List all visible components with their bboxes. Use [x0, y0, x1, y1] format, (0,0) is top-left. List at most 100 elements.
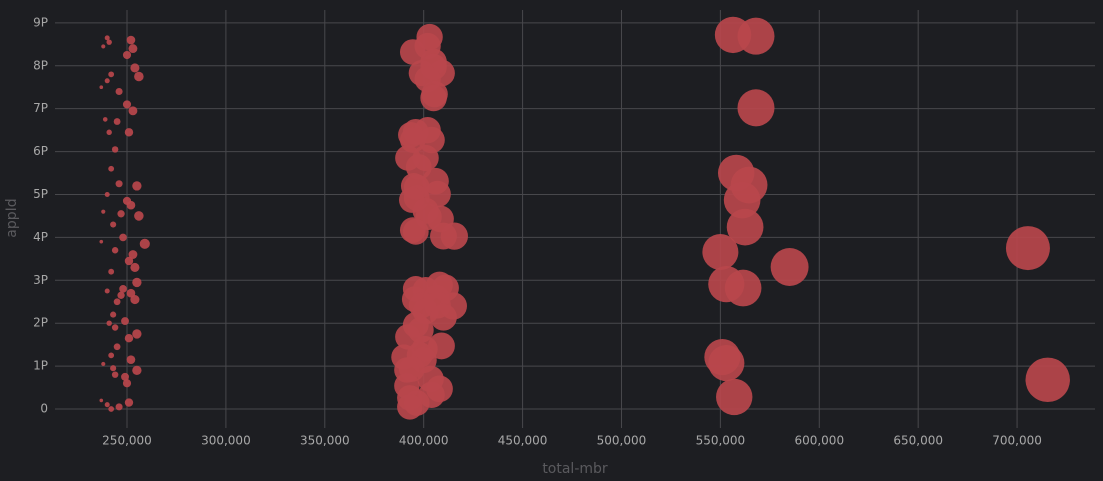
- point: [770, 248, 809, 286]
- point: [121, 372, 129, 381]
- point: [102, 117, 108, 122]
- point: [115, 180, 123, 188]
- point: [399, 39, 426, 65]
- point: [132, 277, 142, 288]
- point: [128, 44, 138, 54]
- point: [108, 406, 115, 412]
- point: [737, 17, 775, 55]
- point: [104, 35, 110, 41]
- point: [128, 250, 138, 259]
- point: [113, 118, 121, 125]
- point: [111, 371, 119, 378]
- point: [130, 63, 140, 73]
- point: [132, 181, 142, 191]
- point: [702, 233, 739, 270]
- y-tick-label: 4P: [33, 230, 48, 244]
- point: [124, 334, 134, 343]
- point: [726, 208, 764, 246]
- point: [124, 128, 134, 137]
- x-tick-label: 500,000: [597, 434, 647, 448]
- y-tick-label: 6P: [33, 144, 48, 158]
- point: [134, 211, 144, 221]
- point: [113, 343, 121, 351]
- point: [130, 295, 140, 305]
- point: [708, 344, 745, 382]
- point: [134, 71, 144, 82]
- point: [106, 39, 112, 45]
- point: [99, 239, 104, 244]
- point: [99, 398, 104, 403]
- point: [130, 262, 140, 272]
- point: [132, 365, 142, 376]
- point: [111, 146, 119, 153]
- point: [108, 165, 115, 172]
- point: [132, 329, 142, 339]
- y-tick-label: 9P: [33, 15, 48, 29]
- point: [1005, 226, 1050, 271]
- point: [724, 269, 762, 307]
- point: [723, 181, 761, 219]
- y-axis-title: appId: [4, 198, 20, 237]
- point: [440, 222, 468, 250]
- point: [106, 320, 112, 326]
- x-tick-label: 450,000: [498, 434, 548, 448]
- point: [111, 324, 119, 331]
- point: [101, 361, 106, 367]
- y-tick-label: 8P: [33, 58, 48, 72]
- point: [117, 210, 125, 218]
- point: [126, 288, 136, 298]
- point: [104, 191, 110, 197]
- point: [122, 50, 132, 60]
- point: [121, 317, 129, 325]
- point: [139, 238, 150, 249]
- point: [119, 233, 127, 242]
- point: [397, 394, 423, 420]
- y-tick-label: 1P: [33, 359, 48, 373]
- point: [104, 288, 110, 294]
- point: [108, 352, 115, 359]
- point: [115, 403, 123, 411]
- point: [104, 78, 110, 84]
- x-tick-label: 700,000: [992, 434, 1042, 448]
- y-tick-label: 0: [40, 401, 48, 415]
- y-tick-label: 5P: [33, 187, 48, 201]
- point: [126, 355, 136, 364]
- point: [101, 209, 106, 214]
- point: [110, 365, 117, 372]
- point: [104, 402, 110, 408]
- point: [402, 218, 429, 245]
- x-tick-label: 350,000: [300, 434, 350, 448]
- point: [122, 100, 132, 109]
- point: [115, 87, 123, 96]
- point: [420, 84, 447, 112]
- point: [101, 44, 106, 49]
- point: [124, 256, 134, 266]
- point: [122, 379, 132, 388]
- x-tick-label: 650,000: [893, 434, 943, 448]
- x-axis-title: total-mbr: [542, 461, 608, 477]
- point: [110, 311, 117, 318]
- point: [111, 247, 119, 254]
- x-tick-label: 550,000: [696, 434, 746, 448]
- point: [1025, 357, 1070, 403]
- point: [430, 303, 457, 331]
- point: [126, 200, 136, 210]
- x-tick-label: 400,000: [399, 434, 449, 448]
- x-tick-label: 300,000: [201, 434, 251, 448]
- x-tick-label: 600,000: [794, 434, 844, 448]
- y-tick-label: 7P: [33, 101, 48, 115]
- point: [113, 298, 121, 306]
- point: [108, 71, 115, 78]
- point: [108, 268, 115, 275]
- point: [119, 285, 127, 293]
- point: [716, 378, 753, 416]
- point: [117, 291, 125, 299]
- point: [126, 35, 136, 45]
- y-tick-label: 2P: [33, 316, 48, 330]
- point: [737, 89, 775, 127]
- point: [128, 106, 138, 116]
- y-tick-label: 3P: [33, 273, 48, 287]
